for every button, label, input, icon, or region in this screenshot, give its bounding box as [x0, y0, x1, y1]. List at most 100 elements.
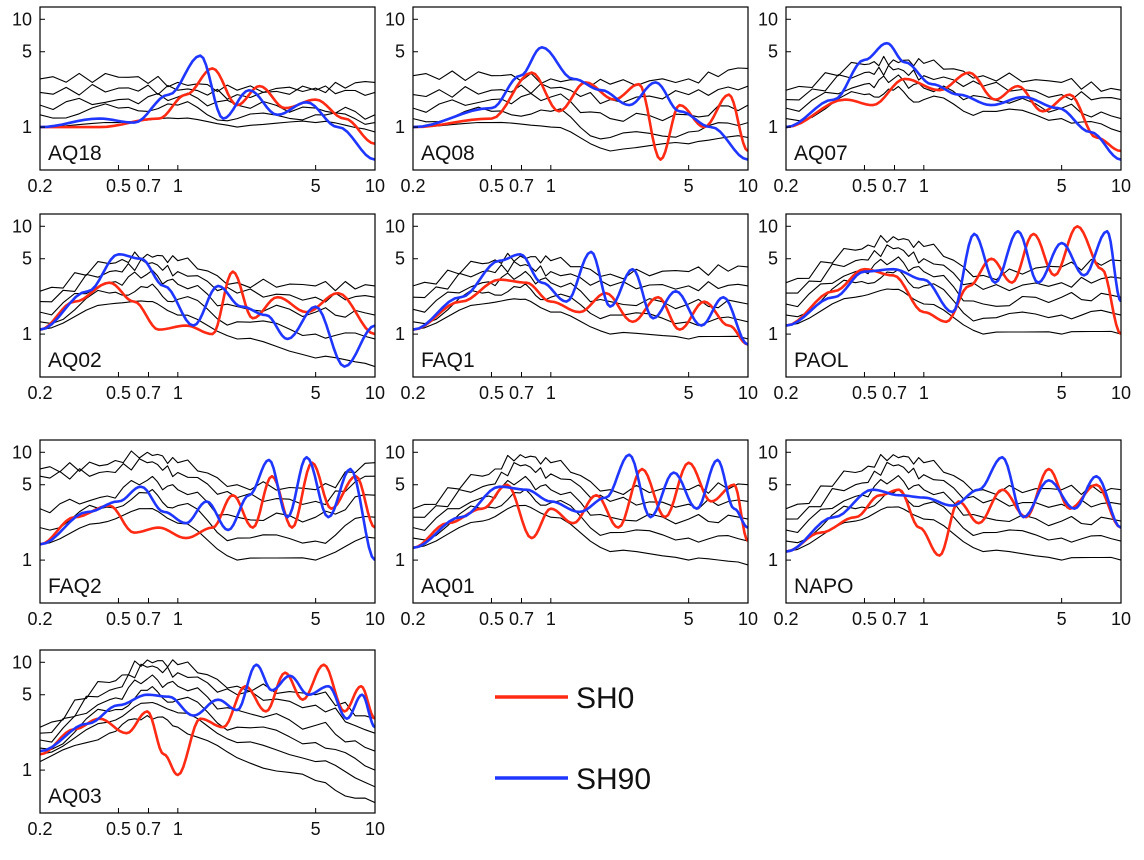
sh90-curve	[413, 250, 748, 346]
x-tick-label: 5	[684, 609, 694, 629]
x-tick-label: 0.5	[106, 819, 131, 839]
x-tick-label: 1	[546, 383, 556, 403]
panel-frame	[412, 439, 749, 604]
x-tick-label: 0.2	[27, 609, 52, 629]
black-curve-1	[40, 450, 375, 491]
x-tick-label: 0.2	[400, 383, 425, 403]
black-curve-1	[40, 659, 375, 728]
black-curve-4	[786, 488, 1121, 544]
x-tick-label: 0.5	[106, 383, 131, 403]
x-tick-label: 10	[365, 609, 385, 629]
y-tick-label: 1	[395, 324, 405, 344]
x-tick-label: 1	[173, 819, 183, 839]
sh0-curve	[40, 663, 375, 777]
y-tick-label: 10	[385, 442, 405, 462]
black-curve-4	[40, 686, 375, 771]
black-curve-4	[40, 101, 375, 125]
panel-label: AQ07	[794, 142, 848, 165]
panel-curves	[40, 251, 375, 368]
y-tick-label: 1	[768, 324, 778, 344]
y-tick-label: 5	[22, 475, 32, 495]
y-tick-label: 1	[768, 117, 778, 137]
black-curve-2	[786, 64, 1121, 101]
panel-curves	[40, 54, 375, 161]
y-tick-label: 1	[22, 324, 32, 344]
panel-curves	[40, 450, 375, 561]
sh0-curve	[40, 461, 375, 546]
y-tick-label: 5	[22, 249, 32, 269]
x-tick-label: 0.5	[106, 609, 131, 629]
black-curve-1	[786, 234, 1121, 284]
x-tick-label: 0.2	[27, 819, 52, 839]
black-curve-1	[40, 72, 375, 94]
sh90-curve	[786, 229, 1121, 327]
x-tick-label: 1	[546, 176, 556, 196]
x-tick-label: 5	[311, 383, 321, 403]
y-tick-label: 5	[768, 249, 778, 269]
x-tick-label: 0.7	[136, 176, 161, 196]
sh90-curve	[40, 253, 375, 368]
sh90-curve	[413, 453, 748, 550]
sh0-curve	[413, 278, 748, 346]
black-curve-2	[786, 461, 1121, 520]
sh90-curve	[786, 455, 1121, 553]
x-tick-label: 10	[365, 383, 385, 403]
x-tick-label: 0.7	[509, 609, 534, 629]
panel-label: FAQ1	[421, 349, 475, 372]
sh0-curve	[786, 71, 1121, 153]
y-tick-label: 1	[22, 117, 32, 137]
x-tick-label: 1	[919, 383, 929, 403]
x-tick-label: 0.7	[882, 609, 907, 629]
y-tick-label: 5	[22, 42, 32, 62]
sh0-curve	[413, 71, 748, 161]
x-tick-label: 10	[738, 609, 758, 629]
x-tick-label: 0.2	[27, 176, 52, 196]
black-curve-4	[786, 85, 1121, 133]
black-curve-2	[413, 83, 748, 105]
black-curve-2	[40, 458, 375, 506]
y-tick-label: 10	[12, 9, 32, 29]
black-curve-5	[786, 288, 1121, 335]
x-tick-label: 1	[546, 609, 556, 629]
panel-frame	[39, 439, 376, 604]
x-tick-label: 10	[365, 819, 385, 839]
y-tick-label: 5	[768, 475, 778, 495]
black-curve-3	[40, 475, 375, 523]
black-curve-6	[40, 715, 375, 804]
y-tick-label: 5	[395, 249, 405, 269]
panel-label: PAOL	[794, 349, 848, 372]
panel-curves	[786, 41, 1121, 161]
panel-label: FAQ2	[48, 575, 102, 598]
x-tick-label: 0.5	[479, 176, 504, 196]
x-tick-label: 10	[365, 176, 385, 196]
black-curve-3	[786, 256, 1121, 308]
panel-frame	[412, 213, 749, 378]
y-tick-label: 1	[768, 550, 778, 570]
black-curve-5	[40, 508, 375, 561]
sh90-curve	[40, 54, 375, 161]
x-tick-label: 0.2	[773, 609, 798, 629]
x-tick-label: 10	[738, 383, 758, 403]
black-curve-5	[40, 300, 375, 368]
x-tick-label: 0.2	[400, 609, 425, 629]
x-tick-label: 1	[173, 609, 183, 629]
x-tick-label: 0.2	[773, 176, 798, 196]
black-curve-1	[413, 454, 748, 510]
x-tick-label: 0.7	[882, 383, 907, 403]
x-tick-label: 0.7	[509, 383, 534, 403]
black-curve-2	[40, 259, 375, 303]
x-tick-label: 10	[1111, 609, 1131, 629]
y-tick-label: 10	[758, 216, 778, 236]
black-curve-4	[413, 106, 748, 140]
x-tick-label: 5	[1057, 176, 1067, 196]
x-tick-label: 1	[173, 383, 183, 403]
panel-frame	[412, 6, 749, 171]
y-tick-label: 5	[22, 685, 32, 705]
x-tick-label: 0.5	[479, 383, 504, 403]
x-tick-label: 1	[919, 609, 929, 629]
